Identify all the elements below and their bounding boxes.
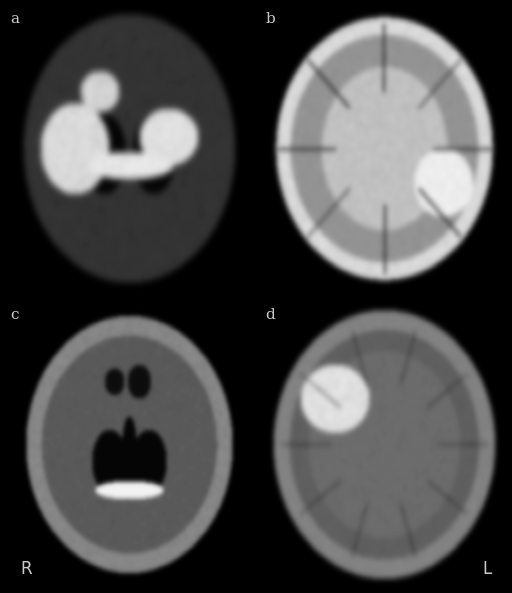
Text: b: b [266, 12, 275, 25]
Text: c: c [10, 308, 18, 321]
Text: L: L [482, 560, 492, 578]
Text: R: R [20, 560, 32, 578]
Text: d: d [266, 308, 275, 321]
Text: a: a [10, 12, 19, 25]
